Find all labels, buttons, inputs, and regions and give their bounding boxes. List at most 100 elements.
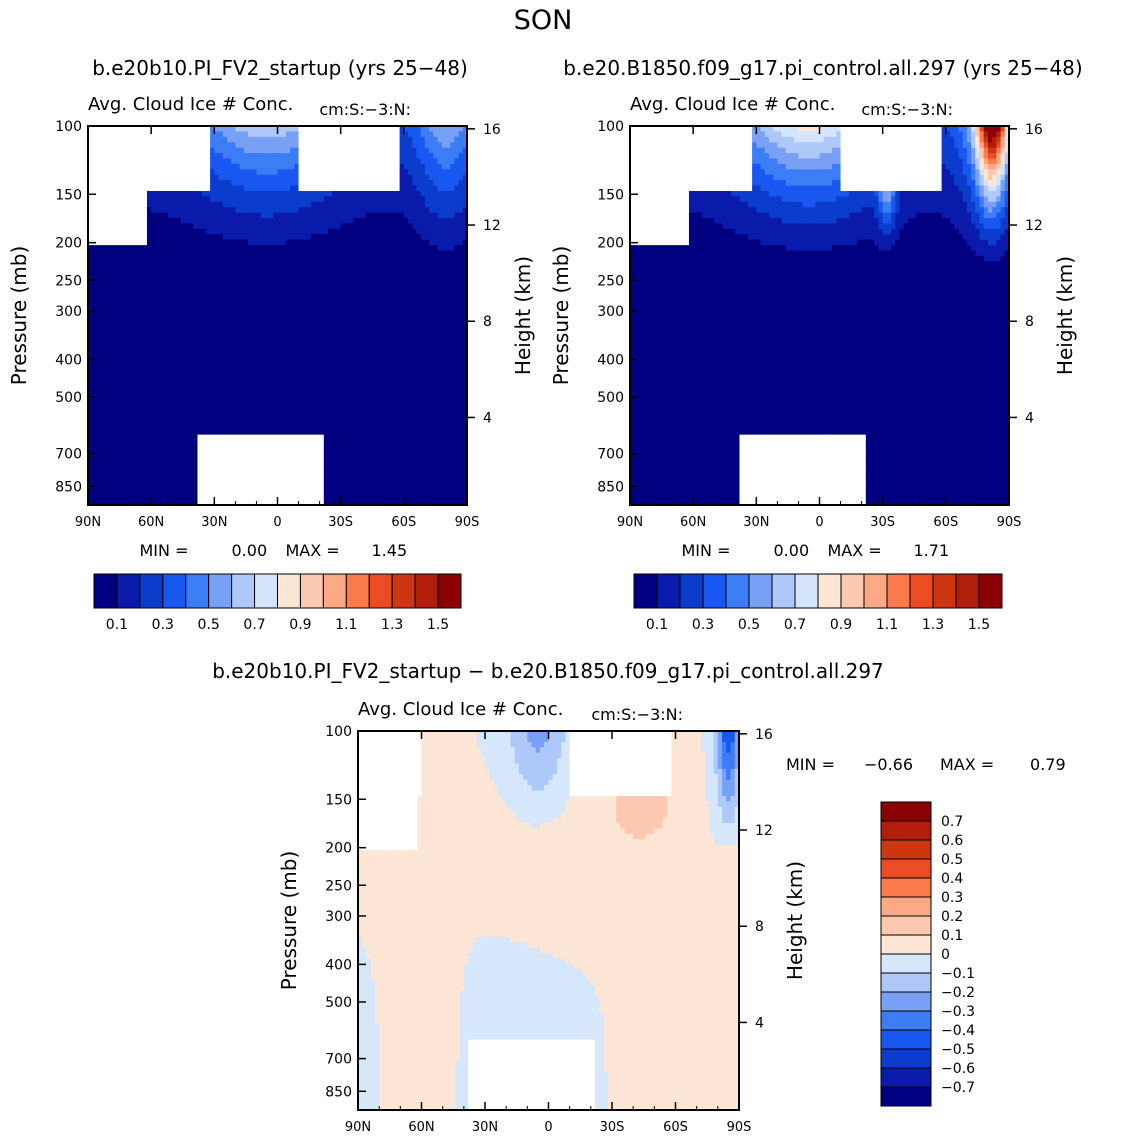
field-cell: [243, 407, 249, 414]
field-cell: [281, 331, 287, 338]
field-cell: [96, 223, 102, 230]
field-cell: [197, 255, 203, 262]
field-cell: [189, 185, 194, 192]
field-cell: [365, 364, 371, 371]
field-cell: [210, 147, 215, 154]
field-cell: [159, 320, 165, 327]
field-cell: [159, 364, 165, 371]
field-cell: [109, 207, 114, 214]
field-cell: [184, 456, 190, 463]
field-cell: [328, 288, 333, 295]
field-cell: [302, 412, 308, 419]
field-cell: [146, 163, 152, 170]
field-cell: [134, 342, 140, 349]
field-cell: [155, 396, 161, 403]
field-cell: [176, 461, 182, 468]
field-cell: [370, 380, 375, 387]
field-cell: [88, 347, 93, 354]
field-cell: [155, 169, 161, 176]
field-cell: [92, 163, 98, 170]
field-cell: [353, 250, 359, 257]
field-cell: [285, 331, 291, 338]
field-cell: [323, 375, 329, 382]
field-cell: [100, 342, 106, 349]
field-cell: [163, 488, 169, 495]
field-cell: [176, 364, 182, 371]
field-cell: [113, 185, 119, 192]
field-cell: [109, 488, 114, 495]
field-cell: [243, 402, 249, 409]
field-cell: [281, 477, 287, 484]
field-cell: [256, 320, 262, 327]
field-cell: [138, 450, 144, 457]
field-cell: [117, 169, 123, 176]
field-cell: [197, 212, 203, 219]
field-cell: [163, 304, 169, 311]
field-cell: [306, 407, 312, 414]
field-cell: [193, 185, 199, 192]
field-cell: [332, 396, 338, 403]
field-cell: [151, 407, 156, 414]
field-cell: [113, 299, 119, 306]
field-cell: [92, 272, 98, 279]
field-cell: [378, 434, 384, 441]
field-cell: [151, 277, 156, 284]
field-cell: [340, 169, 346, 176]
field-cell: [130, 472, 135, 479]
field-cell: [323, 391, 329, 398]
field-cell: [138, 347, 144, 354]
field-cell: [231, 196, 236, 203]
field-cell: [214, 467, 220, 474]
field-cell: [306, 423, 312, 430]
field-cell: [361, 342, 367, 349]
field-cell: [205, 169, 211, 176]
field-cell: [290, 467, 295, 474]
field-cell: [273, 440, 279, 447]
field-cell: [197, 250, 203, 257]
field-cell: [256, 212, 262, 219]
field-cell: [252, 353, 258, 360]
field-cell: [235, 418, 241, 425]
field-cell: [134, 212, 140, 219]
field-cell: [323, 223, 329, 230]
field-cell: [344, 488, 350, 495]
field-cell: [361, 429, 367, 436]
field-cell: [231, 147, 236, 154]
field-cell: [243, 293, 249, 300]
field-cell: [168, 353, 173, 360]
field-cell: [315, 223, 321, 230]
field-cell: [155, 174, 161, 181]
field-cell: [328, 261, 333, 268]
field-cell: [374, 190, 380, 197]
field-cell: [151, 364, 156, 371]
field-cell: [285, 201, 291, 208]
field-cell: [172, 461, 178, 468]
field-cell: [349, 396, 354, 403]
field-cell: [210, 342, 215, 349]
field-cell: [264, 358, 270, 365]
field-cell: [180, 153, 186, 160]
field-cell: [146, 185, 152, 192]
field-cell: [243, 375, 249, 382]
field-cell: [205, 429, 211, 436]
field-cell: [323, 315, 329, 322]
field-cell: [117, 412, 123, 419]
field-cell: [214, 277, 220, 284]
field-cell: [269, 331, 274, 338]
field-grid: [88, 126, 468, 506]
field-cell: [92, 375, 98, 382]
field-cell: [382, 364, 388, 371]
field-cell: [353, 201, 359, 208]
field-cell: [134, 299, 140, 306]
field-cell: [323, 136, 329, 143]
field-cell: [104, 358, 110, 365]
field-cell: [125, 331, 131, 338]
field-cell: [370, 353, 375, 360]
field-cell: [172, 337, 178, 344]
field-cell: [344, 277, 350, 284]
field-cell: [155, 218, 161, 225]
field-cell: [113, 494, 119, 501]
field-cell: [294, 288, 300, 295]
field-cell: [226, 358, 232, 365]
field-cell: [88, 207, 93, 214]
